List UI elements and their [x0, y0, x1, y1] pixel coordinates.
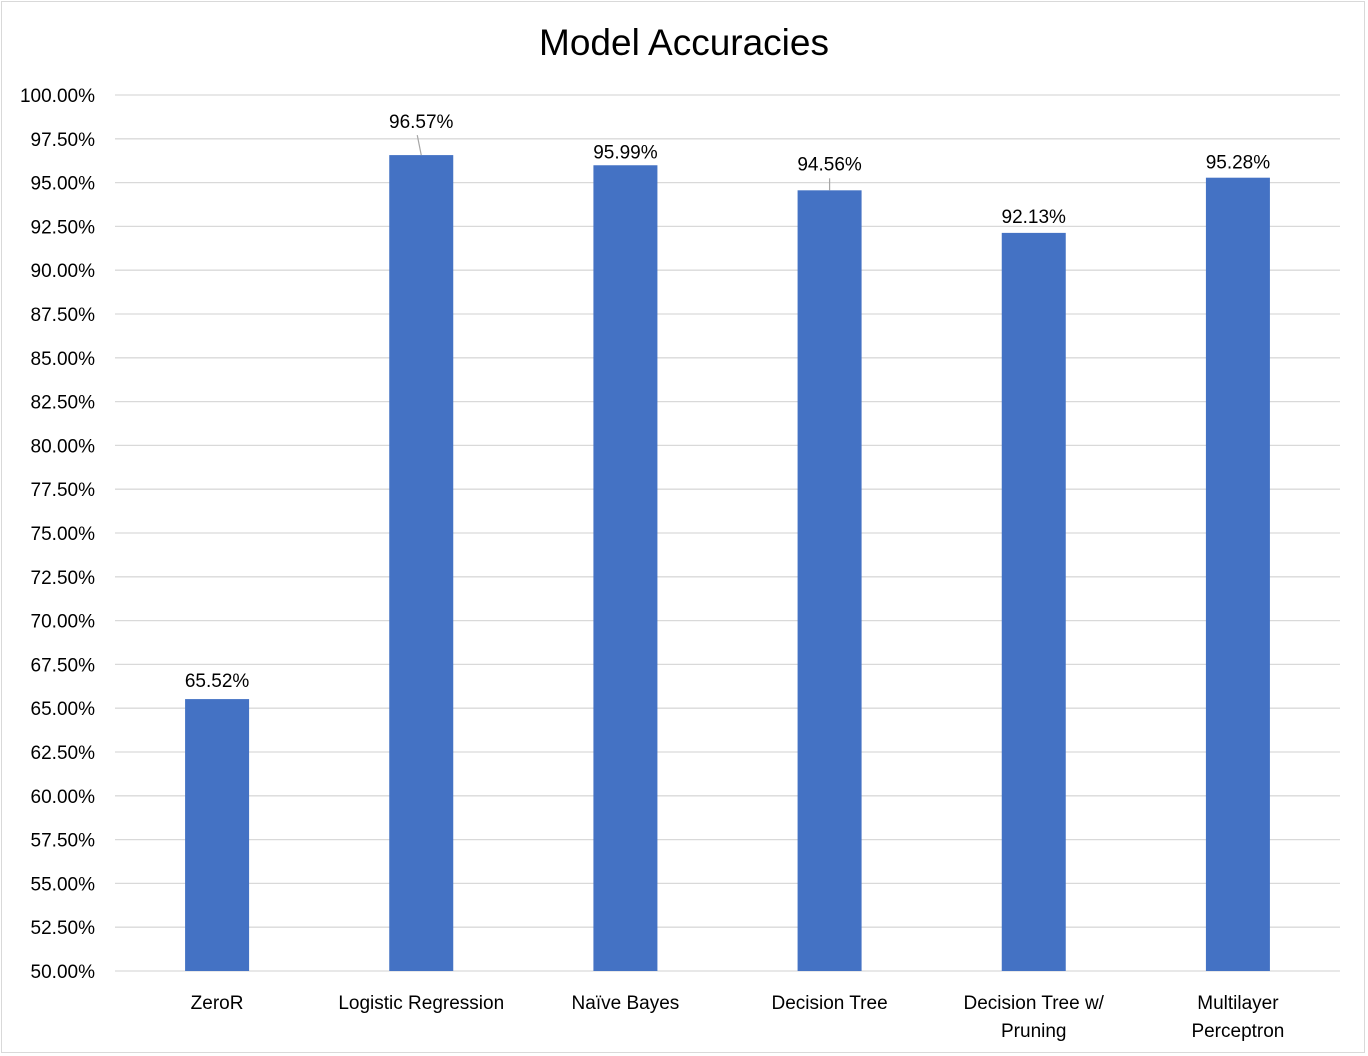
leader-lines: [416, 134, 831, 191]
y-tick-label: 75.00%: [31, 524, 96, 545]
data-label: 95.99%: [593, 142, 658, 163]
bar: [1001, 232, 1066, 972]
y-tick-label: 82.50%: [31, 393, 96, 414]
y-tick-label: 90.00%: [31, 261, 96, 282]
y-tick-label: 62.50%: [31, 743, 96, 764]
x-axis-category-labels: ZeroR Logistic Regression Naïve Bayes Decis…: [191, 993, 1285, 1042]
y-tick-label: 67.50%: [31, 655, 96, 676]
y-tick-label: 72.50%: [31, 568, 96, 589]
bar: [1205, 177, 1270, 971]
y-tick-label: 100.00%: [20, 86, 95, 107]
y-tick-label: 52.50%: [31, 918, 96, 939]
data-labels: 65.52% 96.57% 95.99% 94.56% 92.13% 95.28%: [185, 112, 1270, 692]
bar: [593, 165, 658, 972]
x-category-label: ZeroR: [191, 993, 244, 1014]
leader-line: [416, 134, 422, 156]
y-tick-label: 97.50%: [31, 130, 96, 151]
gridlines: [115, 94, 1340, 972]
y-tick-label: 57.50%: [31, 831, 96, 852]
y-tick-label: 85.00%: [31, 349, 96, 370]
y-tick-label: 92.50%: [31, 217, 96, 238]
x-category-label: Decision Tree: [771, 993, 887, 1014]
y-axis-tick-labels: 50.00% 52.50% 55.00% 57.50% 60.00% 62.50% 65.0…: [20, 86, 95, 983]
y-tick-label: 65.00%: [31, 699, 96, 720]
bars: [185, 155, 1270, 972]
x-category-label: Naïve Bayes: [572, 993, 680, 1014]
x-category-label: Pruning: [1001, 1021, 1067, 1042]
chart-title: Model Accuracies: [539, 22, 829, 63]
x-category-label: Decision Tree w/: [964, 993, 1105, 1014]
x-category-label: Logistic Regression: [338, 993, 504, 1014]
y-tick-label: 55.00%: [31, 874, 96, 895]
data-label: 92.13%: [1002, 207, 1067, 228]
bar: [797, 190, 862, 971]
data-label: 96.57%: [389, 112, 454, 133]
y-tick-label: 95.00%: [31, 174, 96, 195]
y-tick-label: 60.00%: [31, 787, 96, 808]
x-category-label: Multilayer: [1197, 993, 1279, 1014]
bar: [185, 699, 250, 971]
data-label: 95.28%: [1206, 153, 1271, 174]
y-tick-label: 50.00%: [31, 962, 96, 983]
y-tick-label: 87.50%: [31, 305, 96, 326]
y-tick-label: 77.50%: [31, 480, 96, 501]
bar: [389, 155, 454, 971]
y-tick-label: 70.00%: [31, 612, 96, 633]
data-label: 94.56%: [797, 154, 862, 175]
y-tick-label: 80.00%: [31, 436, 96, 457]
x-category-label: Perceptron: [1191, 1021, 1284, 1042]
data-label: 65.52%: [185, 671, 250, 692]
